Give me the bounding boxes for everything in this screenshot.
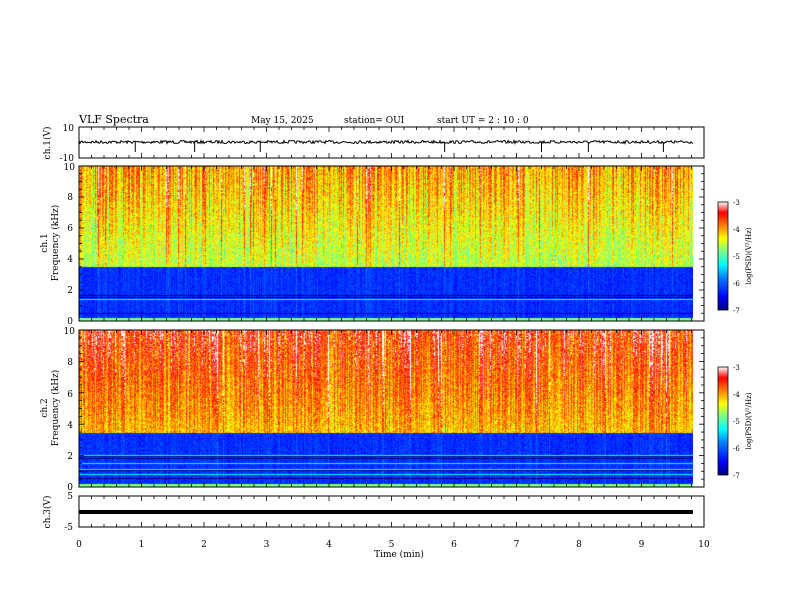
ch2-cb-tick-3: -3 xyxy=(733,364,740,372)
ch1-waveform-ylabel: ch.1(V) xyxy=(42,127,53,160)
ch1-cb-tick-5: -5 xyxy=(733,253,740,261)
panel-ch1-spectrogram: 0 2 4 6 8 10 ch.1Frequency (kHz) -3 -4 -… xyxy=(40,163,753,327)
x-tick-label-6: 6 xyxy=(451,540,457,550)
ch2-cb-tick-4: -4 xyxy=(733,391,740,399)
ch1-colorbar-label: log(PSD)(V²/Hz) xyxy=(745,227,753,284)
ch2-ytick-8: 8 xyxy=(67,358,73,368)
ch1-cb-tick-4: -4 xyxy=(733,226,740,234)
panel-ch2-spectrogram: 0 2 4 6 8 10 ch.2Frequency (kHz) -3 -4 -… xyxy=(40,327,753,493)
x-tick-label-8: 8 xyxy=(576,540,582,550)
x-tick-label-3: 3 xyxy=(264,540,270,550)
figure-title: VLF Spectra xyxy=(78,113,149,126)
ch2-ytick-10: 10 xyxy=(64,327,76,337)
ch2-spectrogram-image xyxy=(79,330,693,487)
ch1-spectrogram-image xyxy=(79,166,693,321)
ch1-ytick-0: 0 xyxy=(67,317,73,327)
ch2-cb-tick-7: -7 xyxy=(733,472,740,480)
ch1-colorbar xyxy=(717,201,729,311)
x-tick-label-9: 9 xyxy=(639,540,645,550)
ch1-cb-tick-6: -6 xyxy=(733,280,740,288)
ch2-ytick-2: 2 xyxy=(67,452,73,462)
ch2-ytick-6: 6 xyxy=(67,390,73,400)
ch2-spectrogram-yticks xyxy=(79,329,704,488)
figure-station: station= OUI xyxy=(344,116,405,126)
ch1-spectrogram-ylabel: ch.1Frequency (kHz) xyxy=(40,205,61,282)
x-axis-tick-labels: 0 1 2 3 4 5 6 7 8 9 10 xyxy=(76,540,710,550)
x-tick-label-7: 7 xyxy=(514,540,520,550)
ch1-ytick-2: 2 xyxy=(67,286,73,296)
ch2-cb-tick-5: -5 xyxy=(733,418,740,426)
ch3-ytick-top: 5 xyxy=(67,492,73,502)
x-tick-label-1: 1 xyxy=(139,540,145,550)
ch3-waveform-ylabel: ch.3(V) xyxy=(42,496,53,529)
ch1-cb-tick-7: -7 xyxy=(733,307,740,315)
x-axis-label: Time (min) xyxy=(374,549,424,560)
ch1-ytick-bottom: -10 xyxy=(60,154,75,164)
ch1-ytick-6: 6 xyxy=(67,224,73,234)
ch1-ytick-top: 10 xyxy=(63,124,75,134)
figure-start-time: start UT = 2 : 10 : 0 xyxy=(437,116,529,126)
x-tick-label-4: 4 xyxy=(326,540,332,550)
ch1-waveform-trace xyxy=(78,139,694,145)
x-tick-label-5: 5 xyxy=(389,540,395,550)
ch2-spectrogram-ylabel: ch.2Frequency (kHz) xyxy=(40,370,61,447)
ch1-spectrogram-yticks xyxy=(79,165,704,322)
ch1-ytick-4: 4 xyxy=(67,255,73,265)
ch2-ytick-0: 0 xyxy=(67,483,73,493)
x-tick-label-0: 0 xyxy=(76,540,82,550)
ch2-colorbar xyxy=(717,366,729,476)
ch1-ytick-8: 8 xyxy=(67,193,73,203)
figure-date: May 15, 2025 xyxy=(251,116,314,126)
ch2-ytick-4: 4 xyxy=(67,421,73,431)
ch3-ytick-bottom: -5 xyxy=(64,523,73,533)
x-axis-ticks xyxy=(78,127,705,527)
x-tick-label-10: 10 xyxy=(698,540,710,550)
x-tick-label-2: 2 xyxy=(201,540,207,550)
ch2-cb-tick-6: -6 xyxy=(733,445,740,453)
ch1-cb-tick-3: -3 xyxy=(733,199,740,207)
ch2-colorbar-label: log(PSD)(V²/Hz) xyxy=(745,392,753,449)
ch1-ytick-10: 10 xyxy=(64,163,76,173)
ch1-spike-group xyxy=(134,142,664,152)
